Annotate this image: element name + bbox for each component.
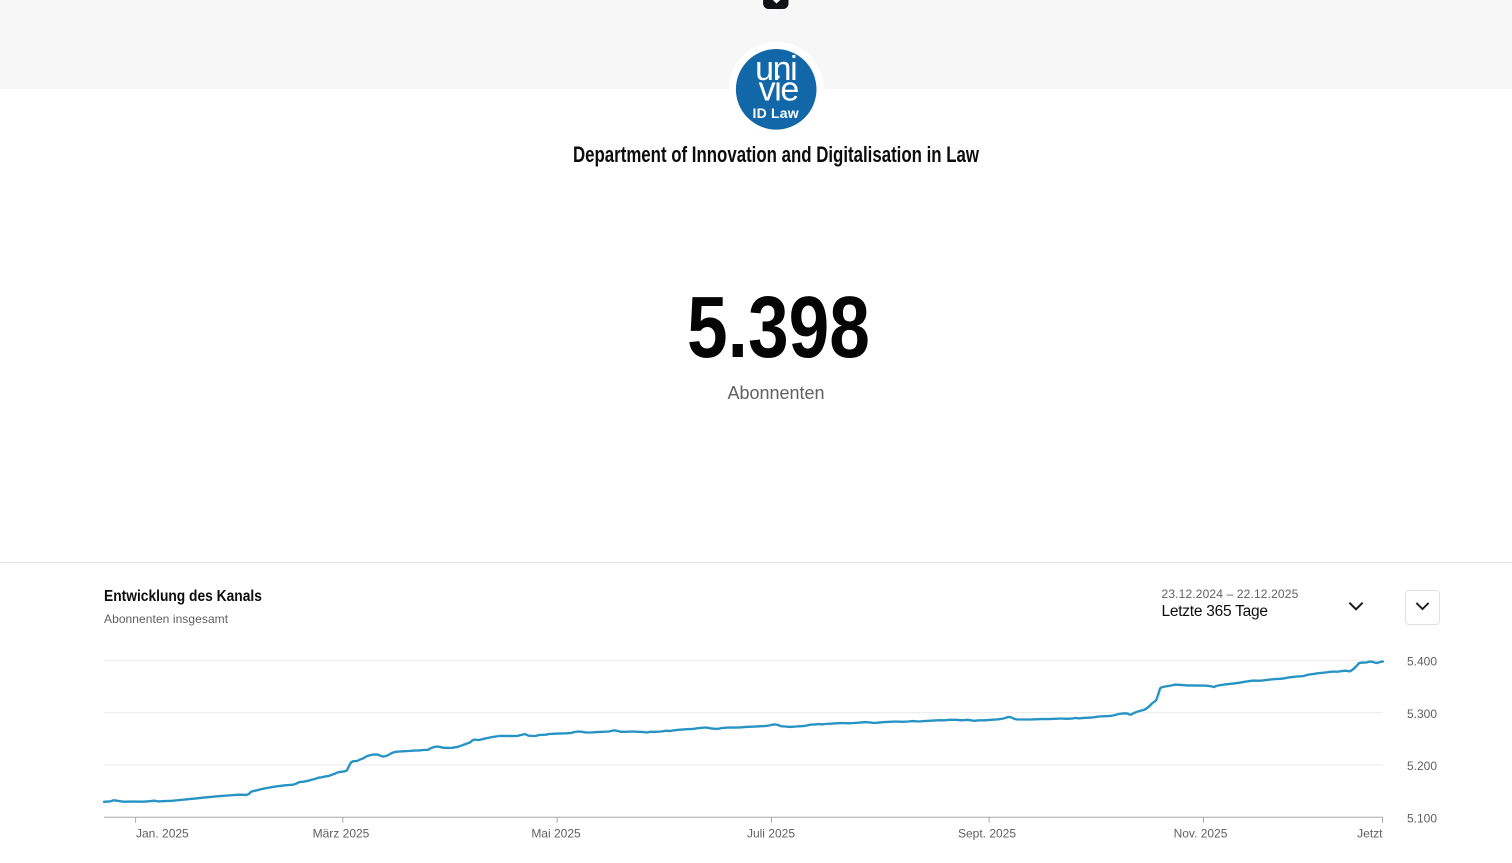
svg-text:März 2025: März 2025 (313, 827, 370, 841)
svg-text:Mai 2025: Mai 2025 (531, 827, 581, 841)
svg-text:uni: uni (755, 50, 796, 88)
svg-text:Sept. 2025: Sept. 2025 (958, 827, 1016, 841)
svg-text:5.400: 5.400 (1407, 655, 1437, 669)
svg-text:vie: vie (759, 70, 799, 108)
svg-text:Nov. 2025: Nov. 2025 (1174, 827, 1228, 841)
svg-text:5.100: 5.100 (1407, 812, 1437, 826)
svg-text:5.300: 5.300 (1407, 707, 1437, 721)
svg-text:Jan. 2025: Jan. 2025 (136, 827, 189, 841)
svg-text:Jetzt: Jetzt (1357, 827, 1383, 841)
svg-text:5.200: 5.200 (1407, 759, 1437, 773)
svg-text:Juli 2025: Juli 2025 (747, 827, 795, 841)
svg-text:ID Law: ID Law (753, 105, 799, 121)
